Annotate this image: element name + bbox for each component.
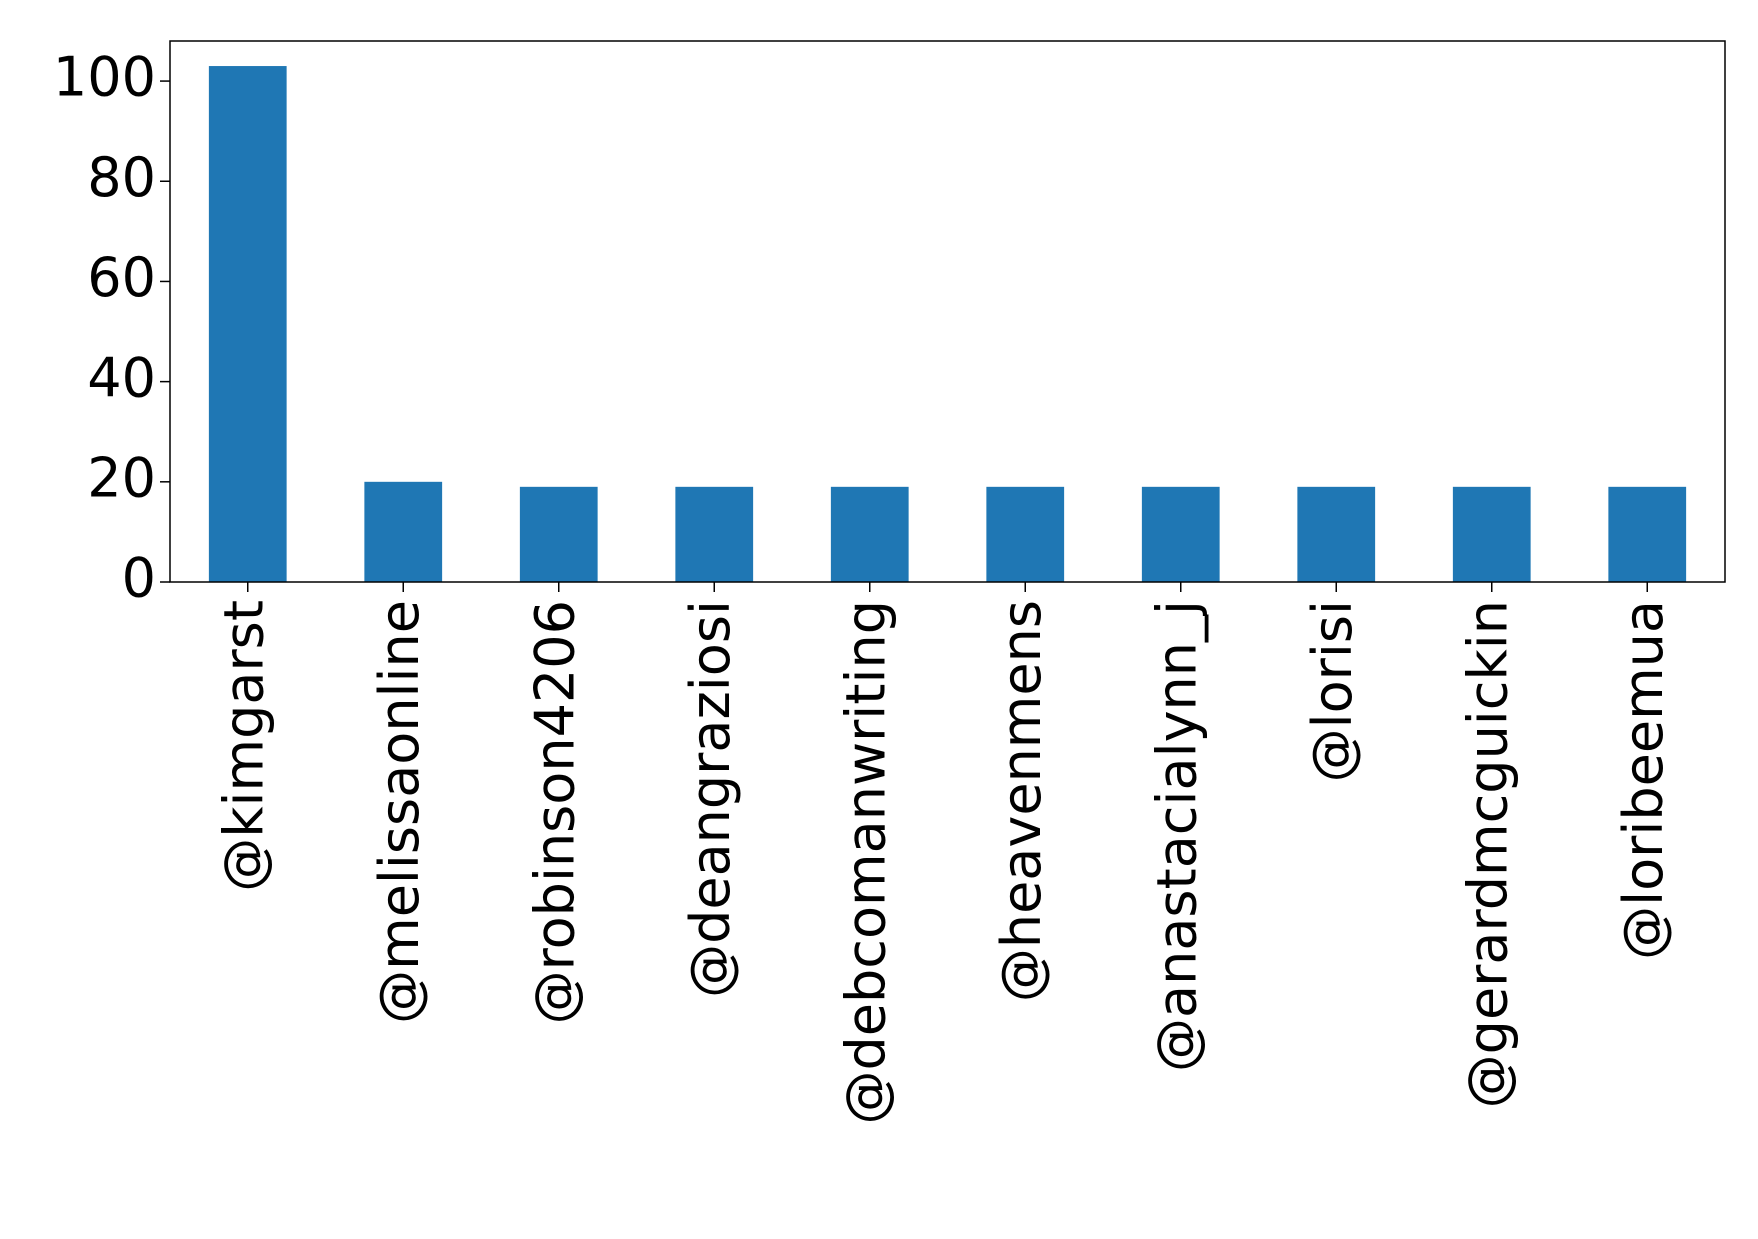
y-tick-label: 40 (87, 346, 156, 409)
x-tick-label: @gerardmcguickin (1456, 600, 1519, 1108)
x-axis: @kimgarst @melissaonline @robinson4206 @dea… (212, 582, 1675, 1124)
x-tick-label: @anastacialynn_j (1145, 600, 1208, 1072)
x-tick-label: @heavenmens (990, 600, 1053, 1002)
bar (519, 486, 598, 582)
bar (986, 486, 1065, 582)
bar (1297, 486, 1376, 582)
plot-frame (169, 40, 1726, 583)
x-tick-label: @deangraziosi (679, 600, 742, 998)
x-tick-label: @loribeemua (1612, 600, 1675, 960)
bars-layer (208, 66, 1687, 583)
x-tick-label: @debcomanwriting (834, 600, 897, 1124)
bar (208, 66, 287, 583)
bar (364, 481, 443, 582)
y-tick-label: 60 (87, 246, 156, 309)
x-tick-label: @robinson4206 (523, 600, 586, 1024)
y-tick-label: 80 (87, 146, 156, 209)
y-tick-label: 0 (122, 547, 156, 610)
bar (1608, 486, 1687, 582)
y-axis: 0 20 40 60 80 100 (53, 46, 170, 610)
x-tick-label: @melissaonline (368, 600, 431, 1024)
x-tick-label: @lorisi (1301, 600, 1364, 782)
bar (1452, 486, 1531, 582)
y-tick-label: 100 (53, 46, 156, 109)
bar (1141, 486, 1220, 582)
bar (675, 486, 754, 582)
x-tick-label: @kimgarst (212, 600, 275, 892)
bar (830, 486, 909, 582)
y-tick-label: 20 (87, 446, 156, 509)
